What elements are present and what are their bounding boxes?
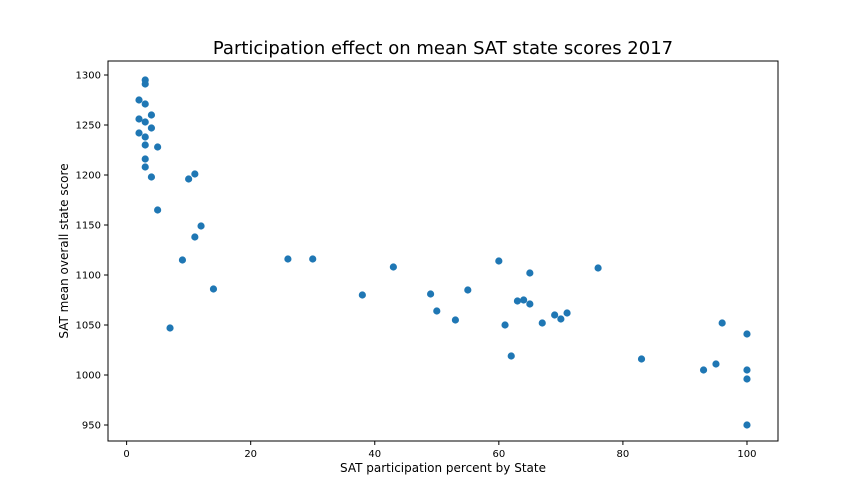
data-point: [526, 300, 534, 308]
plot-frame: [107, 60, 779, 442]
data-point: [718, 319, 726, 327]
data-point: [433, 307, 441, 315]
data-point: [551, 311, 559, 319]
data-point: [147, 111, 156, 119]
data-point: [495, 257, 503, 265]
data-point: [389, 263, 397, 271]
y-tick-label: 1100: [76, 271, 101, 282]
data-point: [743, 375, 751, 383]
data-point: [743, 421, 751, 429]
data-point: [557, 315, 565, 323]
data-point: [178, 256, 187, 264]
data-point: [166, 324, 174, 332]
data-point: [197, 222, 205, 230]
data-point: [135, 96, 143, 104]
data-point: [594, 264, 602, 272]
x-tick-label: 20: [244, 449, 257, 460]
data-point: [507, 352, 515, 360]
data-point: [284, 255, 292, 263]
data-point: [135, 129, 143, 137]
data-point: [513, 297, 522, 305]
data-point: [209, 285, 218, 293]
data-point: [699, 366, 708, 374]
data-point: [141, 118, 149, 126]
x-tick-label: 60: [492, 449, 505, 460]
data-point: [538, 319, 546, 327]
data-point: [141, 155, 149, 163]
data-point: [358, 291, 366, 299]
y-tick-label: 1000: [76, 371, 101, 382]
x-tick-label: 40: [368, 449, 381, 460]
x-tick-label: 0: [123, 449, 129, 460]
data-point: [141, 141, 149, 149]
data-point: [426, 290, 435, 298]
data-point: [191, 233, 199, 241]
data-point: [637, 355, 646, 363]
x-axis-label: SAT participation percent by State: [340, 461, 546, 475]
data-point: [309, 255, 317, 263]
y-tick-label: 1150: [76, 221, 101, 232]
data-point: [141, 133, 149, 141]
y-tick-label: 950: [82, 421, 101, 432]
data-point: [135, 115, 143, 123]
data-point: [147, 173, 156, 181]
points-layer: [135, 76, 751, 429]
data-point: [563, 309, 571, 317]
y-tick-label: 1200: [76, 171, 101, 182]
y-tick-label: 1250: [76, 121, 101, 132]
data-point: [141, 100, 149, 108]
x-axis-ticks: 0 20 40 60 80 100: [123, 441, 757, 460]
data-point: [141, 163, 149, 171]
y-axis-ticks: 950 1000 1050 1100 1150 1200 1250 1300: [76, 71, 108, 432]
data-point: [520, 296, 528, 304]
data-point: [191, 170, 199, 178]
x-tick-label: 80: [617, 449, 630, 460]
data-point: [712, 360, 720, 368]
data-point: [743, 330, 751, 338]
data-point: [185, 175, 193, 183]
x-tick-label: 100: [737, 449, 756, 460]
data-point: [141, 80, 149, 88]
chart-title: Participation effect on mean SAT state s…: [213, 38, 673, 59]
data-point: [464, 286, 472, 294]
y-axis-label: SAT mean overall state score: [57, 163, 71, 338]
data-point: [526, 269, 534, 277]
data-point: [154, 143, 162, 151]
y-tick-label: 1050: [76, 321, 101, 332]
data-point: [154, 206, 162, 214]
y-tick-label: 1300: [76, 71, 101, 82]
data-point: [501, 321, 509, 329]
data-point: [451, 316, 460, 324]
data-point: [743, 366, 751, 374]
data-point: [147, 124, 156, 132]
